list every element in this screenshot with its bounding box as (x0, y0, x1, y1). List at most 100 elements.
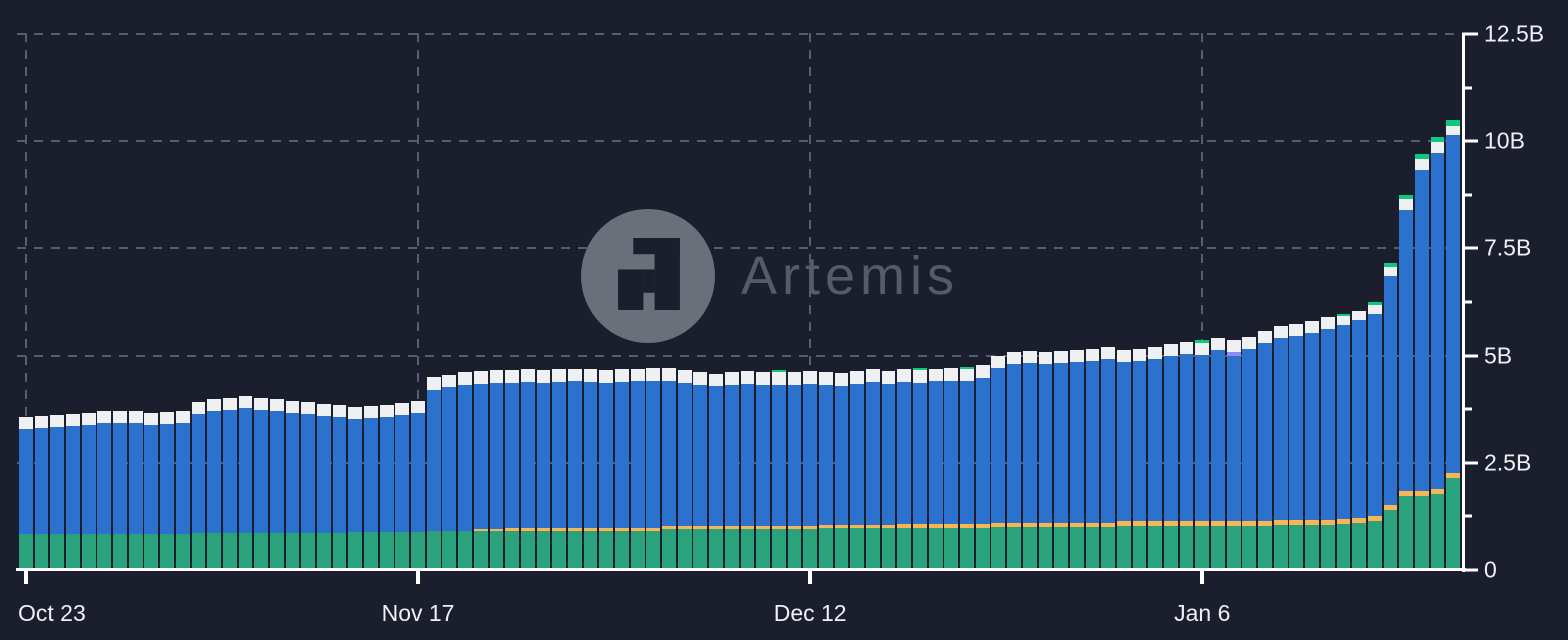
bar[interactable] (254, 397, 269, 570)
bar[interactable] (458, 371, 472, 570)
bar[interactable] (552, 369, 567, 570)
segment-green (50, 533, 65, 570)
bar[interactable] (1414, 154, 1429, 570)
bar[interactable] (1069, 349, 1084, 570)
bar[interactable] (19, 416, 33, 570)
bar[interactable] (1164, 343, 1178, 570)
bar[interactable] (850, 371, 865, 570)
bar[interactable] (599, 370, 614, 570)
bar[interactable] (771, 370, 786, 570)
bar[interactable] (991, 356, 1006, 570)
bar[interactable] (81, 413, 96, 570)
bar[interactable] (677, 370, 692, 570)
bar[interactable] (865, 369, 880, 570)
bar[interactable] (1320, 317, 1335, 570)
bar[interactable] (34, 415, 49, 570)
bar[interactable] (1195, 340, 1210, 570)
bar[interactable] (1305, 321, 1319, 570)
bar[interactable] (66, 413, 80, 570)
bar[interactable] (1336, 313, 1351, 570)
bar[interactable] (1446, 119, 1461, 570)
bar[interactable] (709, 373, 723, 570)
bar[interactable] (913, 367, 927, 570)
bar[interactable] (1101, 347, 1116, 570)
bar[interactable] (975, 365, 990, 570)
bar[interactable] (238, 396, 253, 570)
bar[interactable] (1132, 348, 1147, 570)
segment-orange (1132, 521, 1147, 527)
segment-white (1414, 159, 1429, 170)
bar[interactable] (317, 403, 331, 570)
bar[interactable] (50, 414, 65, 570)
segment-white (175, 410, 190, 423)
bar[interactable] (740, 371, 755, 570)
bar[interactable] (756, 371, 770, 570)
bar[interactable] (426, 377, 441, 570)
bar[interactable] (285, 400, 300, 570)
bar[interactable] (803, 371, 818, 570)
bar[interactable] (536, 370, 551, 570)
bar[interactable] (1430, 136, 1445, 570)
segment-green (599, 530, 614, 570)
bar[interactable] (944, 367, 959, 570)
bar[interactable] (1211, 338, 1225, 570)
bar[interactable] (1226, 340, 1241, 570)
bar[interactable] (301, 401, 316, 570)
bar[interactable] (1273, 326, 1288, 570)
bar[interactable] (1085, 348, 1100, 570)
bar[interactable] (207, 399, 222, 570)
bar[interactable] (1258, 330, 1272, 570)
bar[interactable] (222, 397, 237, 570)
bar[interactable] (395, 402, 410, 570)
bar[interactable] (1054, 351, 1068, 570)
bar[interactable] (1383, 263, 1398, 570)
bar[interactable] (724, 371, 739, 570)
bar[interactable] (881, 371, 896, 570)
bar[interactable] (646, 367, 661, 570)
bar[interactable] (113, 410, 127, 570)
bar[interactable] (128, 411, 143, 570)
bar[interactable] (787, 371, 802, 570)
bar[interactable] (348, 407, 363, 570)
bar[interactable] (1367, 302, 1382, 570)
bar[interactable] (630, 368, 645, 570)
bar[interactable] (1022, 351, 1037, 570)
bar[interactable] (1179, 341, 1194, 570)
bar[interactable] (505, 370, 520, 570)
bar[interactable] (160, 412, 174, 570)
bar[interactable] (567, 368, 582, 570)
bar[interactable] (1038, 352, 1053, 570)
bar[interactable] (1007, 352, 1021, 570)
bar[interactable] (693, 371, 708, 570)
bar[interactable] (583, 369, 598, 570)
bar[interactable] (1148, 347, 1163, 570)
bar[interactable] (662, 368, 676, 570)
bar[interactable] (615, 369, 629, 570)
bar[interactable] (473, 371, 488, 570)
bar[interactable] (818, 371, 833, 570)
bar[interactable] (332, 405, 347, 570)
bar[interactable] (97, 411, 112, 570)
bar[interactable] (379, 404, 394, 570)
bar[interactable] (1242, 336, 1257, 570)
bar[interactable] (960, 366, 974, 570)
x-tick (416, 571, 421, 584)
bar[interactable] (1116, 350, 1131, 570)
bar[interactable] (144, 413, 159, 570)
bar[interactable] (191, 401, 206, 570)
bar[interactable] (364, 406, 378, 570)
bar[interactable] (834, 372, 849, 570)
bar[interactable] (489, 370, 504, 570)
bar[interactable] (520, 369, 535, 570)
bar[interactable] (411, 400, 425, 570)
bar[interactable] (442, 374, 457, 570)
bar[interactable] (1399, 194, 1414, 570)
bar[interactable] (928, 368, 943, 570)
bar[interactable] (1352, 310, 1367, 570)
bar[interactable] (269, 399, 284, 570)
segment-green (1446, 478, 1461, 570)
segment-orange (913, 524, 927, 529)
bar[interactable] (1289, 323, 1304, 570)
bar[interactable] (175, 410, 190, 570)
bar[interactable] (897, 369, 912, 570)
